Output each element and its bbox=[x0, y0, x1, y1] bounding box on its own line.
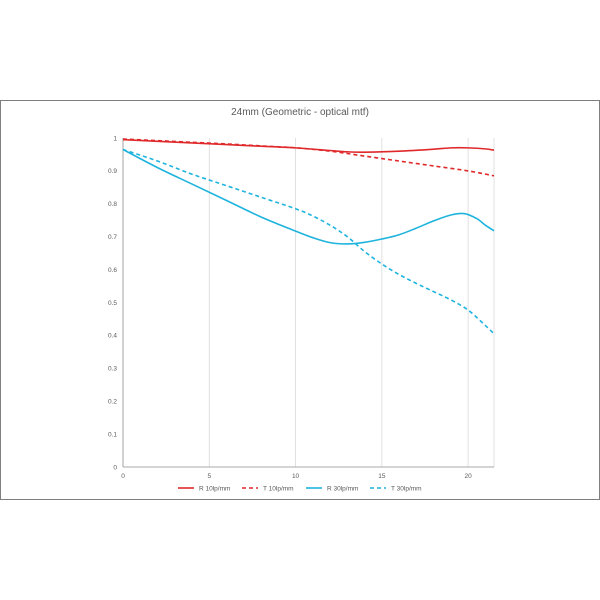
y-tick-label: 0.3 bbox=[108, 366, 117, 373]
y-tick-label: 0.5 bbox=[108, 300, 117, 307]
series-line-t-30lp-mm bbox=[122, 148, 495, 335]
legend-label: R 30lp/mm bbox=[327, 485, 358, 492]
legend-label: R 10lp/mm bbox=[199, 485, 230, 492]
series-line-t-10lp-mm bbox=[122, 138, 495, 177]
y-tick-label: 0.7 bbox=[108, 234, 117, 241]
legend-label: T 30lp/mm bbox=[391, 485, 422, 492]
series-lines bbox=[122, 138, 495, 335]
legend: R 10lp/mm T 10lp/mm R 30lp/mm T 30lp/mm bbox=[178, 485, 422, 492]
y-tick-label: 0.9 bbox=[108, 168, 117, 175]
x-tick-label: 0 bbox=[121, 473, 125, 480]
y-tick-label: 0.6 bbox=[108, 267, 117, 274]
chart-title: 24mm (Geometric - optical mtf) bbox=[231, 107, 369, 118]
y-tick-label: 0.4 bbox=[108, 333, 117, 340]
legend-label: T 10lp/mm bbox=[263, 485, 294, 492]
grid bbox=[208, 138, 495, 467]
x-tick-label: 5 bbox=[207, 473, 211, 480]
x-tick-label: 20 bbox=[464, 473, 472, 480]
y-tick-label: 0.8 bbox=[108, 201, 117, 208]
chart-frame bbox=[0, 100, 600, 500]
axes: 00.10.20.30.40.50.60.70.80.910 5 10 15 20 bbox=[108, 135, 494, 480]
y-tick-label: 0 bbox=[113, 464, 117, 471]
x-tick-label: 10 bbox=[292, 473, 300, 480]
y-tick-label: 0.1 bbox=[108, 431, 117, 438]
series-line-r-10lp-mm bbox=[122, 138, 495, 153]
y-tick-label: 1 bbox=[113, 135, 117, 142]
y-tick-label: 0.2 bbox=[108, 399, 117, 406]
x-tick-label: 15 bbox=[378, 473, 386, 480]
series-line-r-30lp-mm bbox=[122, 148, 495, 245]
